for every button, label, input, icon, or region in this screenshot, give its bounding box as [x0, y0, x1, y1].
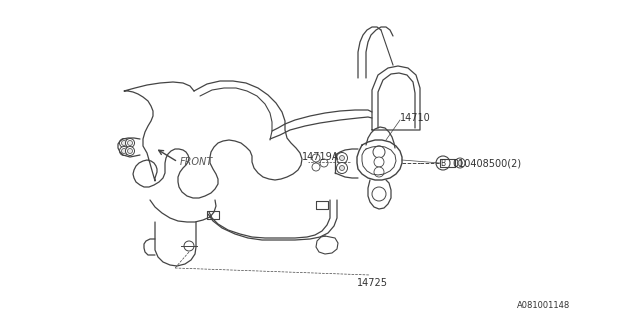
Circle shape: [373, 146, 385, 158]
Circle shape: [455, 158, 465, 168]
Circle shape: [184, 241, 194, 251]
Circle shape: [312, 163, 320, 171]
Circle shape: [337, 163, 348, 173]
Circle shape: [337, 153, 348, 164]
Circle shape: [125, 147, 134, 156]
Text: 14719A: 14719A: [302, 152, 339, 162]
Circle shape: [339, 156, 344, 161]
Circle shape: [374, 167, 384, 177]
Circle shape: [127, 140, 132, 146]
Circle shape: [312, 154, 320, 162]
Circle shape: [374, 157, 384, 167]
Circle shape: [120, 139, 129, 148]
Circle shape: [122, 148, 127, 154]
Circle shape: [122, 140, 127, 146]
Text: B: B: [440, 158, 445, 167]
Circle shape: [339, 165, 344, 171]
Text: A081001148: A081001148: [516, 300, 570, 309]
Text: FRONT: FRONT: [180, 157, 213, 167]
Circle shape: [127, 148, 132, 154]
Circle shape: [320, 159, 328, 167]
Circle shape: [458, 161, 463, 165]
Text: 14710: 14710: [400, 113, 431, 123]
Text: 14725: 14725: [356, 278, 387, 288]
Text: 010408500(2): 010408500(2): [452, 158, 521, 168]
Circle shape: [436, 156, 450, 170]
Circle shape: [125, 139, 134, 148]
Circle shape: [120, 147, 129, 156]
Circle shape: [372, 187, 386, 201]
